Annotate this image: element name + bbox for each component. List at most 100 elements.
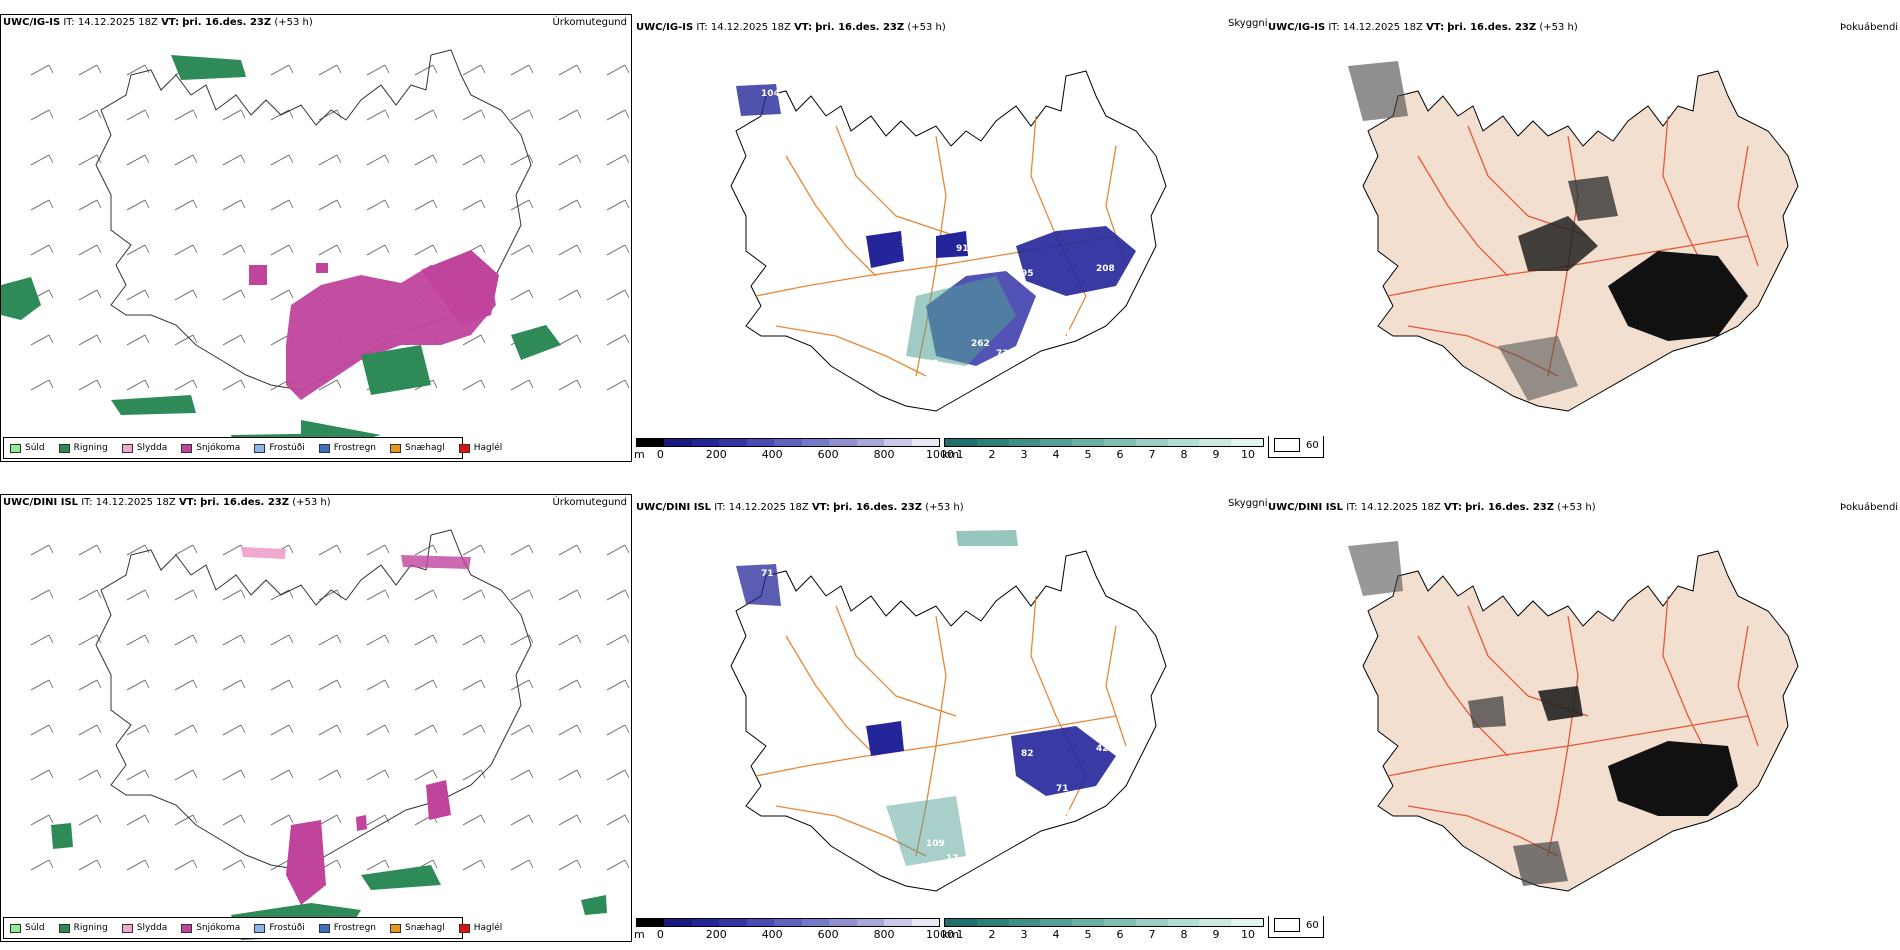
colorbar-tick: 400	[761, 928, 783, 941]
colorbar-tick: 600	[817, 928, 839, 941]
legend-swatch	[254, 443, 266, 453]
cloud-areas	[736, 84, 1136, 366]
cloud-base-value: 71	[761, 569, 774, 579]
cloud-base-value: 95	[901, 239, 914, 249]
fog-legend-item: 60	[1274, 918, 1319, 932]
cloud-base-value: 89	[1066, 809, 1079, 819]
fog-areas	[1348, 541, 1738, 886]
cloud-base-value: 119	[1031, 359, 1050, 369]
colorbar-tick: 0	[656, 928, 664, 941]
legend-item: Slydda	[121, 443, 168, 453]
legend-item: Súld	[10, 923, 45, 933]
legend-swatch	[10, 923, 21, 933]
fog-legend-swatch	[1274, 918, 1300, 932]
fog-legend-item: 60	[1274, 438, 1319, 452]
legend-label: Rigning	[73, 923, 108, 933]
cloud-base-value: 42	[1096, 744, 1109, 754]
colorbar-tick: 8	[1180, 928, 1188, 941]
iceland-outline	[95, 529, 532, 871]
panel-type-label: Skyggni	[1228, 498, 1268, 509]
cloud-base-value: 153	[936, 389, 955, 399]
colorbar-tick: 400	[761, 448, 783, 461]
iceland-outline	[95, 49, 532, 391]
legend-swatch	[10, 443, 21, 453]
cloudbase-panel-row2: 71 2 68 82 42 71 82 89 94 85 109 20 17 74	[636, 516, 1266, 916]
legend-item: Snæhagl	[390, 923, 445, 933]
fog-panel-row1	[1268, 36, 1898, 436]
fog-areas	[1348, 61, 1748, 401]
legend-label: Rigning	[73, 443, 108, 453]
cloud-base-value: 2	[901, 719, 907, 729]
cloud-base-value: 82	[1021, 749, 1034, 759]
colorbar-tick: 5	[1084, 928, 1092, 941]
precip-type-panel-row2: UWC/DINI ISL IT: 14.12.2025 18Z VT: þri.…	[0, 494, 632, 942]
colorbar-tick: 2	[988, 448, 996, 461]
colorbar-tick: 3	[1020, 928, 1028, 941]
colorbar-tick: 3	[1020, 448, 1028, 461]
panel-type-label: Þokuábendi	[1840, 502, 1899, 513]
cloud-base-value: 11	[896, 274, 909, 284]
panel-header-cloudbase-row2: UWC/DINI ISL IT: 14.12.2025 18Z VT: þri.…	[636, 502, 964, 513]
legend-label: Haglél	[473, 923, 503, 933]
legend-swatch	[181, 443, 193, 453]
colorbar-tick: 9	[1212, 448, 1220, 461]
colorbar-tick: 600	[817, 448, 839, 461]
colorbar-tick: 10	[1241, 448, 1255, 461]
colorbar-tick: 200	[705, 928, 727, 941]
cloud-base-value: 57	[946, 374, 959, 384]
panel-header: UWC/IG-IS IT: 14.12.2025 18Z VT: þri. 16…	[3, 17, 313, 28]
legend-item: Snjókoma	[181, 443, 240, 453]
cloud-base-value: 198	[986, 364, 1005, 374]
precip-type-map	[30, 529, 630, 940]
fog-legend-label: 60	[1306, 439, 1319, 451]
panel-header-fog-row2: UWC/DINI ISL IT: 14.12.2025 18Z VT: þri.…	[1268, 502, 1596, 513]
legend-label: Slydda	[136, 443, 168, 453]
cloud-base-value: 82	[1081, 799, 1094, 809]
legend-label: Súld	[25, 923, 45, 933]
colorbar-tick: 1000	[926, 928, 954, 941]
colorbar-tick: 0	[656, 448, 664, 461]
legend-swatch	[58, 923, 70, 933]
fog-map	[1348, 61, 1799, 412]
legend-label: Súld	[25, 443, 45, 453]
fog-legend-swatch	[1274, 438, 1300, 452]
precip-type-map	[1, 49, 630, 453]
colorbar-tick: 10	[1241, 928, 1255, 941]
iceland-outline	[1362, 550, 1799, 892]
fog-map	[1348, 541, 1799, 892]
legend-label: Frostúði	[269, 443, 305, 453]
legend-label: Frostregn	[333, 923, 377, 933]
colorbar-tick: 6	[1116, 928, 1124, 941]
visibility-colorbar: km 1 2 3 4 5 6 7 8 9 10	[942, 918, 1264, 944]
cloud-base-value: 80	[926, 359, 939, 369]
cloudbase-panel-row1: 104 95 91 95 208 164 96 67 262 73 80 40 57 153 198 119 1…	[636, 36, 1266, 436]
legend-swatch	[58, 443, 70, 453]
colorbar-tick: 4	[1052, 448, 1060, 461]
cloud-base-value: 109	[926, 839, 945, 849]
cloud-base-value: 262	[971, 339, 990, 349]
legend-swatch	[458, 443, 470, 453]
legend-item: Haglél	[458, 923, 503, 933]
cloud-base-value: 74	[936, 869, 949, 879]
cloud-base-value: 91	[956, 244, 969, 254]
colorbar-tick: 4	[1052, 928, 1060, 941]
panel-type-label: Skyggni	[1228, 18, 1268, 29]
colorbar-tick: 800	[873, 448, 895, 461]
legend-label: Slydda	[136, 923, 168, 933]
colorbar-tick: 8	[1180, 448, 1188, 461]
legend-item: Rigning	[58, 443, 108, 453]
legend-item: Frostregn	[318, 923, 377, 933]
cloud-base-value: 96	[1081, 319, 1094, 329]
colorbar-tick: 200	[705, 448, 727, 461]
cloud-base-value: 208	[1096, 264, 1115, 274]
legend-item: Snjókoma	[181, 923, 240, 933]
legend-item: Frostúði	[254, 923, 305, 933]
colorbar-tick: 2	[988, 928, 996, 941]
wind-barbs	[30, 544, 630, 871]
legend-item: Snæhagl	[390, 443, 445, 453]
colorbar-tick: 9	[1212, 928, 1220, 941]
legend-swatch	[254, 923, 266, 933]
cloud-base-value: 164	[1056, 304, 1075, 314]
